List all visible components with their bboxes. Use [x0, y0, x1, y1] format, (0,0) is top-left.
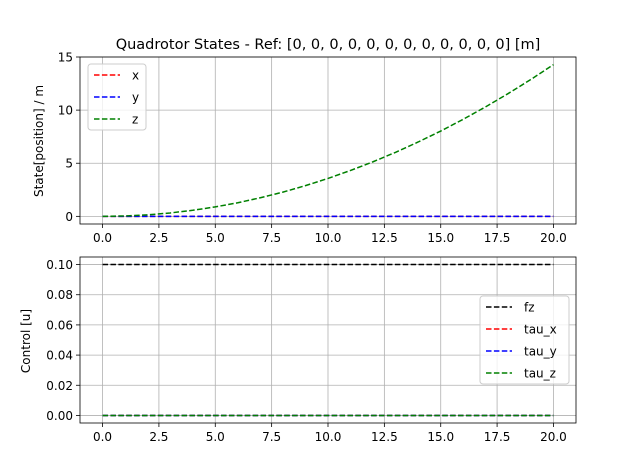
states-chart-title: Quadrotor States - Ref: [0, 0, 0, 0, 0, …	[116, 37, 541, 53]
x-tick-label: 5.0	[206, 430, 225, 444]
y-tick-label: 0	[65, 210, 73, 224]
x-tick-label: 7.5	[262, 231, 281, 245]
y-tick-label: 0.04	[46, 349, 73, 363]
states-ticks: 0.0 2.5 5.0 7.5 10.0 12.5 15.0 17.5 20.0 0 5 10 15	[58, 51, 567, 246]
x-tick-label: 12.5	[371, 231, 398, 245]
controls-chart-ylabel: Control [u]	[19, 309, 33, 373]
y-tick-label: 0.10	[46, 258, 73, 272]
states-chart-ylabel: State[position] / m	[32, 85, 46, 197]
x-tick-label: 0.0	[93, 430, 112, 444]
y-tick-label: 0.02	[46, 379, 73, 393]
states-grid	[80, 56, 576, 224]
x-tick-label: 12.5	[371, 430, 398, 444]
controls-ticks: 0.0 2.5 5.0 7.5 10.0 12.5 15.0 17.5 20.0 0.00 0.02…	[46, 258, 567, 444]
x-tick-label: 10.0	[315, 430, 342, 444]
x-tick-label: 15.0	[427, 430, 454, 444]
controls-series	[102, 263, 554, 417]
legend-label-tau_x: tau_x	[524, 323, 557, 337]
legend-box	[87, 63, 147, 131]
y-tick-label: 0.00	[46, 409, 73, 423]
y-tick-label: 0.06	[46, 318, 73, 332]
legend-box	[479, 295, 570, 385]
y-tick-label: 5	[65, 157, 73, 171]
legend-label-x: x	[132, 69, 139, 83]
controls-chart: Control [u] 0.0 2.5 5.0 7.5 10.0 12.5 15.0 17.5…	[19, 256, 577, 444]
controls-legend: fz tau_x tau_y tau_z	[479, 295, 570, 385]
y-tick-label: 10	[58, 104, 73, 118]
states-series	[102, 64, 554, 218]
x-tick-label: 5.0	[206, 231, 225, 245]
legend-label-y: y	[132, 91, 139, 105]
legend-label-z: z	[132, 113, 138, 127]
x-tick-label: 15.0	[427, 231, 454, 245]
series-line-z	[102, 64, 554, 218]
x-tick-label: 20.0	[540, 231, 567, 245]
states-legend: xyz	[87, 63, 147, 131]
x-tick-label: 17.5	[484, 430, 511, 444]
x-tick-label: 20.0	[540, 430, 567, 444]
x-tick-label: 2.5	[149, 430, 168, 444]
x-tick-label: 10.0	[315, 231, 342, 245]
x-tick-label: 0.0	[93, 231, 112, 245]
y-tick-label: 15	[58, 51, 73, 65]
y-tick-label: 0.08	[46, 288, 73, 302]
x-tick-label: 17.5	[484, 231, 511, 245]
legend-label-fz: fz	[524, 301, 535, 315]
legend-label-tau_y: tau_y	[524, 345, 557, 359]
legend-label-tau_z: tau_z	[524, 367, 556, 381]
x-tick-label: 2.5	[149, 231, 168, 245]
x-tick-label: 7.5	[262, 430, 281, 444]
states-chart: Quadrotor States - Ref: [0, 0, 0, 0, 0, …	[32, 37, 577, 246]
